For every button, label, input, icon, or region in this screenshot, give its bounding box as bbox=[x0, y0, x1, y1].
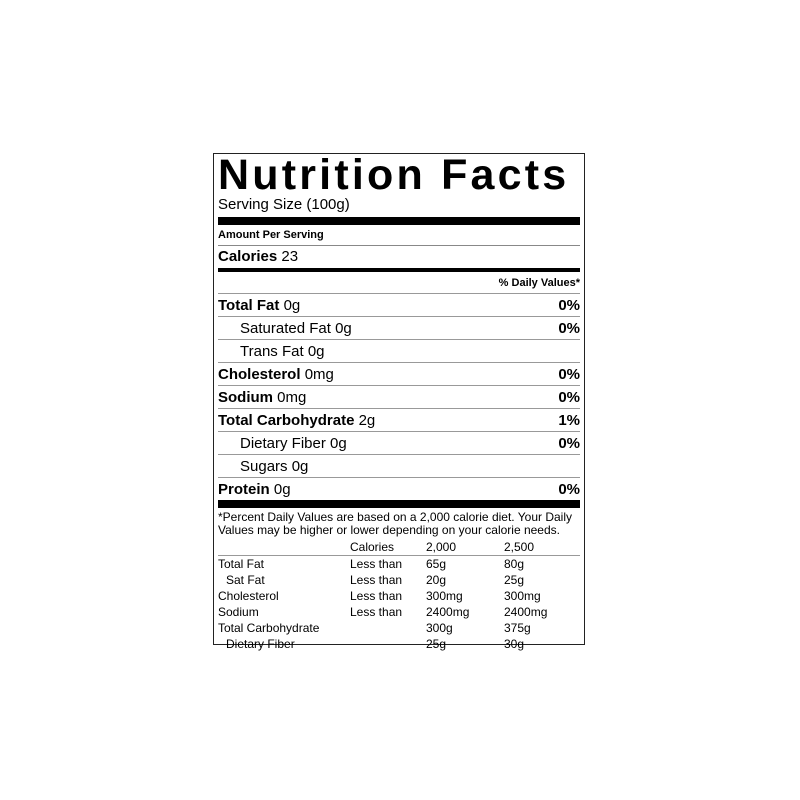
reference-cell: 2400mg bbox=[426, 605, 470, 619]
nutrient-name: Trans Fat bbox=[240, 342, 304, 360]
nutrient-label: Total Carbohydrate 2g bbox=[218, 412, 375, 429]
nutrition-facts-label: Nutrition Facts Serving Size (100g) Amou… bbox=[213, 151, 585, 651]
reference-row: Total Carbohydrate 300g 375g bbox=[218, 620, 580, 636]
reference-row: Calories 2,000 2,500 bbox=[218, 539, 580, 556]
nutrient-label: Dietary Fiber 0g bbox=[218, 435, 347, 452]
reference-row: Total Fat Less than 65g 80g bbox=[218, 556, 580, 573]
reference-table: Calories 2,000 2,500 Total Fat Less than 65g 8… bbox=[218, 539, 580, 652]
reference-row: Sodium Less than 2400mg 2400mg bbox=[218, 604, 580, 620]
reference-cell: 2,500 bbox=[504, 539, 580, 556]
reference-cell: 300g bbox=[426, 621, 453, 635]
reference-cell: 300mg bbox=[426, 589, 463, 603]
nutrient-amount: 0mg bbox=[304, 365, 334, 383]
reference-cell bbox=[350, 636, 426, 652]
reference-cell: 2,000 bbox=[426, 539, 504, 556]
reference-cell: Total Carbohydrate bbox=[218, 621, 320, 635]
nutrient-amount: 0g bbox=[291, 457, 309, 475]
nutrient-label: Total Fat 0g bbox=[218, 297, 300, 314]
nutrient-list: Total Fat 0g 0% Saturated Fat 0g 0% Trans Fa… bbox=[218, 293, 580, 500]
nutrient-daily-value: 0% bbox=[558, 296, 580, 314]
reference-cell: 30g bbox=[504, 637, 525, 651]
nutrient-name: Cholesterol bbox=[218, 365, 301, 383]
nutrient-row: Trans Fat 0g bbox=[218, 339, 580, 362]
reference-cell: 2400mg bbox=[504, 605, 548, 619]
nutrient-name: Total Fat bbox=[218, 296, 280, 314]
medium-divider bbox=[218, 268, 580, 272]
nutrient-name: Protein bbox=[218, 480, 270, 498]
reference-cell: 25g bbox=[504, 573, 525, 587]
reference-cell: Sat Fat bbox=[226, 573, 265, 587]
nutrient-daily-value: 0% bbox=[558, 480, 580, 498]
daily-values-header: % Daily Values* bbox=[498, 277, 580, 289]
nutrient-daily-value: 0% bbox=[558, 365, 580, 383]
footnote: *Percent Daily Values are based on a 2,0… bbox=[218, 510, 572, 537]
nutrient-name: Dietary Fiber bbox=[240, 434, 326, 452]
nutrient-amount: 0g bbox=[307, 342, 325, 360]
reference-cell: Less than bbox=[350, 557, 403, 571]
nutrient-row: Saturated Fat 0g 0% bbox=[218, 316, 580, 339]
reference-cell: Less than bbox=[350, 605, 403, 619]
nutrient-name: Sodium bbox=[218, 388, 273, 406]
reference-row: Dietary Fiber 25g 30g bbox=[218, 636, 580, 652]
nutrient-daily-value: 0% bbox=[558, 319, 580, 337]
nutrient-daily-value: 1% bbox=[558, 411, 580, 429]
nutrient-row: Sodium 0mg 0% bbox=[218, 385, 580, 408]
nutrient-row: Protein 0g 0% bbox=[218, 477, 580, 500]
reference-cell: Dietary Fiber bbox=[226, 637, 295, 651]
nutrient-amount: 0mg bbox=[277, 388, 307, 406]
reference-cell: Calories bbox=[350, 539, 426, 556]
calories-value: 23 bbox=[281, 248, 299, 265]
nutrient-label: Sugars 0g bbox=[218, 458, 308, 475]
reference-cell: Cholesterol bbox=[218, 589, 279, 603]
nutrient-name: Sugars bbox=[240, 457, 288, 475]
amount-per-serving: Amount Per Serving bbox=[218, 229, 324, 241]
reference-cell: Less than bbox=[350, 573, 403, 587]
thick-divider bbox=[218, 500, 580, 508]
nutrient-daily-value: 0% bbox=[558, 434, 580, 452]
nutrient-daily-value: 0% bbox=[558, 388, 580, 406]
nutrient-label: Saturated Fat 0g bbox=[218, 320, 352, 337]
reference-cell: 25g bbox=[426, 637, 447, 651]
reference-cell: 300mg bbox=[504, 589, 541, 603]
nutrient-row: Total Carbohydrate 2g 1% bbox=[218, 408, 580, 431]
reference-cell: 20g bbox=[426, 573, 447, 587]
nutrient-amount: 0g bbox=[335, 319, 352, 337]
nutrient-row: Dietary Fiber 0g 0% bbox=[218, 431, 580, 454]
nutrient-row: Cholesterol 0mg 0% bbox=[218, 362, 580, 385]
reference-cell bbox=[350, 620, 426, 636]
nutrient-row: Total Fat 0g 0% bbox=[218, 293, 580, 316]
nutrient-name: Total Carbohydrate bbox=[218, 411, 355, 429]
reference-row: Cholesterol Less than 300mg 300mg bbox=[218, 588, 580, 604]
nutrient-amount: 2g bbox=[358, 411, 376, 429]
reference-cell bbox=[218, 539, 350, 556]
reference-cell: Less than bbox=[350, 589, 403, 603]
serving-size: Serving Size (100g) bbox=[218, 196, 350, 213]
label-title: Nutrition Facts bbox=[218, 151, 570, 199]
nutrient-label: Cholesterol 0mg bbox=[218, 366, 334, 383]
calories-row: Calories 23 bbox=[218, 245, 580, 268]
reference-cell: 375g bbox=[504, 621, 531, 635]
reference-cell: Sodium bbox=[218, 605, 259, 619]
nutrient-row: Sugars 0g bbox=[218, 454, 580, 477]
nutrient-label: Protein 0g bbox=[218, 481, 291, 498]
reference-cell: Total Fat bbox=[218, 557, 265, 571]
nutrient-amount: 0g bbox=[283, 296, 301, 314]
nutrient-label: Sodium 0mg bbox=[218, 389, 306, 406]
reference-cell: 80g bbox=[504, 557, 525, 571]
nutrient-amount: 0g bbox=[273, 480, 291, 498]
nutrient-amount: 0g bbox=[330, 434, 347, 452]
nutrient-label: Trans Fat 0g bbox=[218, 343, 325, 360]
reference-row: Sat Fat Less than 20g 25g bbox=[218, 572, 580, 588]
calories-label: Calories bbox=[218, 248, 278, 265]
thick-divider bbox=[218, 217, 580, 225]
nutrient-name: Saturated Fat bbox=[240, 319, 331, 337]
reference-cell: 65g bbox=[426, 557, 447, 571]
